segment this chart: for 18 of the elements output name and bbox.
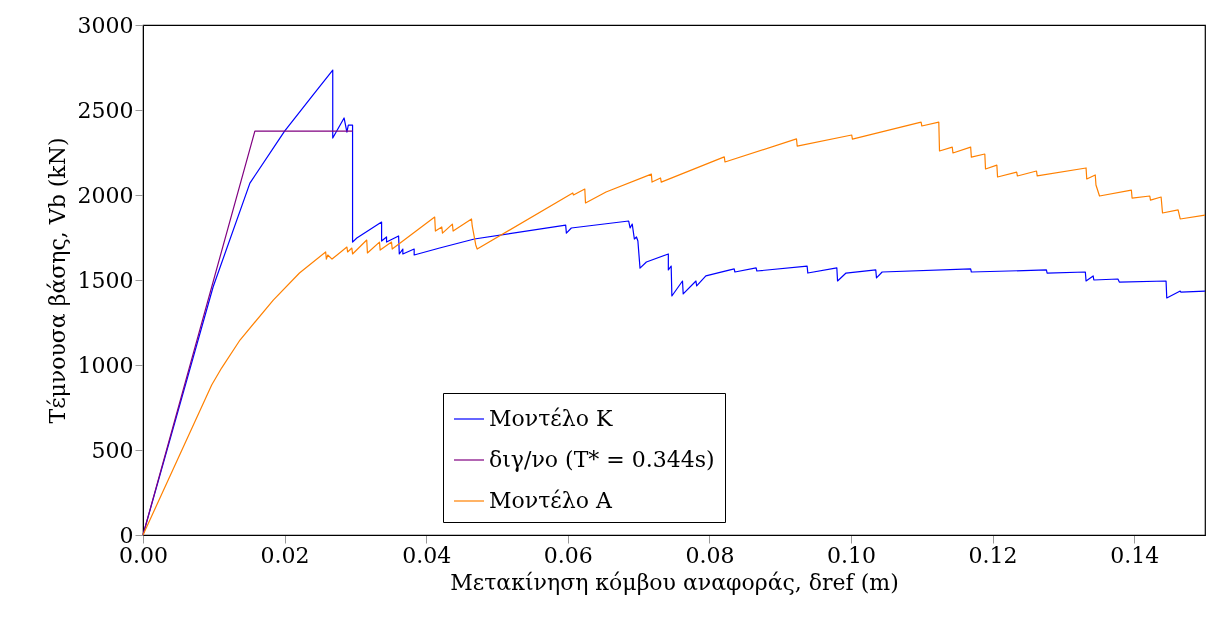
y-axis-title: Τέμνουσα βάσης, Vb (kN) — [44, 137, 70, 424]
legend-label: διγ/νο (T* = 0.344s) — [489, 447, 715, 472]
y-tick-label: 2500 — [77, 97, 134, 123]
x-tick-label: 0.06 — [543, 542, 593, 568]
x-tick-label: 0.12 — [968, 542, 1018, 568]
y-tick-label: 1500 — [77, 267, 134, 293]
y-tick-label: 3000 — [77, 12, 134, 38]
y-tick-label: 500 — [91, 437, 134, 463]
x-tick-label: 0.14 — [1110, 542, 1160, 568]
legend-label: Μοντέλο A — [489, 488, 613, 513]
y-tick-label: 2000 — [77, 182, 134, 208]
x-tick-label: 0.08 — [685, 542, 735, 568]
x-tick-label: 0.02 — [260, 542, 310, 568]
x-axis-title: Μετακίνηση κόμβου αναφοράς, δref (m) — [450, 569, 899, 595]
x-tick-label: 0.10 — [827, 542, 876, 568]
x-tick-label: 0.04 — [402, 542, 452, 568]
legend-label: Μοντέλο K — [489, 406, 613, 431]
y-tick-label: 1000 — [77, 352, 134, 378]
